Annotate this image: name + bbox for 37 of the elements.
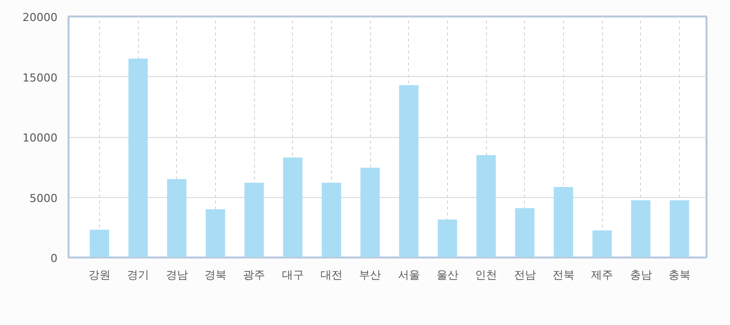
bar [554, 187, 574, 258]
x-tick-label: 인천 [475, 268, 498, 282]
bar [670, 200, 690, 258]
bar [438, 220, 458, 258]
x-tick-label: 전남 [514, 268, 536, 282]
y-tick-label: 10000 [22, 132, 58, 144]
x-tick-label: 대전 [320, 268, 342, 282]
x-tick-label: 대구 [282, 268, 304, 282]
x-tick-label: 제주 [591, 268, 614, 282]
x-tick-label: 충북 [668, 268, 690, 282]
bar [592, 230, 612, 258]
x-tick-label: 경기 [127, 268, 150, 282]
bar [283, 157, 302, 258]
bar [244, 182, 264, 258]
x-tick-label: 충남 [630, 268, 652, 282]
bar [167, 179, 186, 258]
x-tick-label: 강원 [88, 268, 110, 282]
x-tick-label: 부산 [359, 268, 382, 282]
bar [515, 208, 534, 258]
bar [128, 58, 148, 258]
x-tick-label: 경남 [166, 268, 188, 282]
y-tick-label: 15000 [22, 71, 58, 84]
bar [90, 230, 110, 258]
bar [476, 155, 496, 258]
x-tick-label: 서울 [398, 268, 420, 282]
bar [360, 168, 380, 258]
bar [322, 182, 342, 258]
x-tick-label: 전북 [552, 268, 574, 282]
y-tick-label: 0 [50, 252, 58, 265]
x-tick-label: 광주 [243, 268, 266, 282]
x-tick-label: 울산 [436, 268, 458, 282]
x-tick-label: 경북 [204, 268, 226, 282]
y-tick-label: 20000 [22, 11, 58, 24]
bar [399, 85, 418, 258]
y-tick-label: 5000 [30, 192, 58, 205]
bar [206, 209, 226, 258]
bar [631, 200, 650, 258]
